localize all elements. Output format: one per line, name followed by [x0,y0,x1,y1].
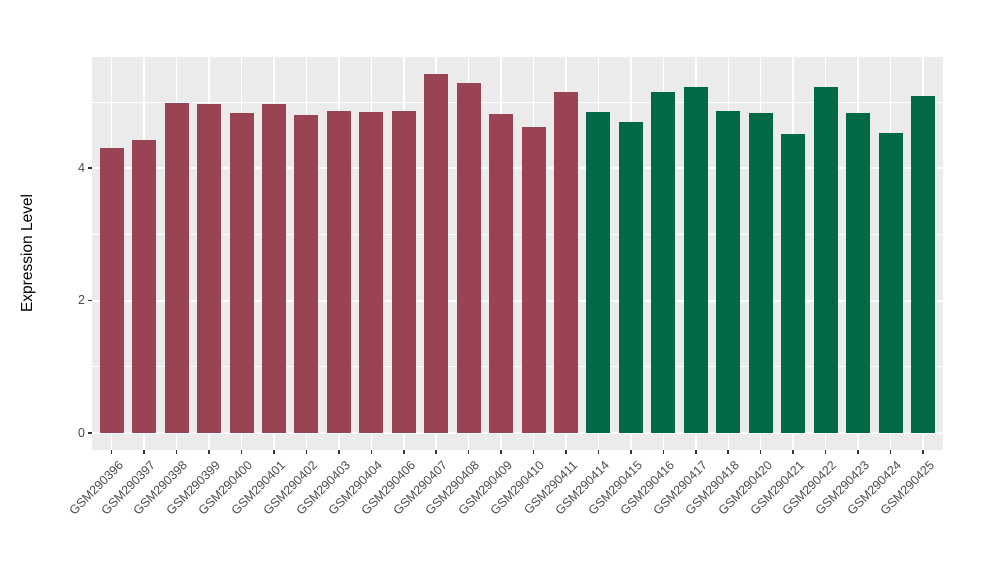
x-tick-GSM290406 [402,450,405,454]
bar-GSM290396 [99,147,124,433]
gridline-minor-y5 [92,101,943,103]
gridline-major-y0 [92,432,943,434]
bar-GSM290411 [554,92,578,433]
gridline-minor-y1 [92,366,943,368]
bar-GSM290407 [424,74,449,433]
bar-GSM290397 [132,140,157,433]
x-tick-GSM290421 [792,450,794,454]
x-tick-GSM290420 [759,450,762,454]
y-tick-0 [88,432,92,434]
bar-GSM290422 [813,87,838,433]
bar-GSM290399 [197,103,222,433]
bar-GSM290406 [391,110,416,433]
x-tick-GSM290401 [273,450,275,454]
gridline-major-y4 [92,167,943,170]
bar-GSM290423 [846,113,871,433]
y-axis-title: Expression Level [19,193,36,312]
x-tick-GSM290422 [824,450,827,454]
x-tick-GSM290410 [532,450,535,454]
bar-GSM290418 [716,110,741,433]
bar-GSM290416 [651,92,676,433]
y-tick-2 [88,299,92,302]
x-tick-GSM290411 [565,450,567,454]
x-tick-GSM290398 [175,450,178,454]
bar-GSM290421 [781,133,806,433]
bar-GSM290425 [910,96,935,433]
x-tick-GSM290418 [727,450,730,454]
x-tick-GSM290400 [240,450,243,454]
x-tick-GSM290402 [305,450,308,454]
x-tick-GSM290404 [370,450,373,454]
bar-GSM290403 [326,110,351,433]
x-tick-GSM290423 [857,450,859,454]
bar-GSM290420 [748,113,773,433]
bar-GSM290404 [359,111,384,433]
x-tick-GSM290414 [597,450,600,454]
x-tick-GSM290424 [889,450,892,454]
x-tick-label-text: GSM290425 [877,458,937,518]
plot-panel [92,57,943,450]
x-tick-GSM290408 [467,450,470,454]
x-tick-GSM290409 [500,450,502,454]
bar-GSM290400 [229,112,254,433]
x-tick-GSM290417 [695,450,697,454]
gridline-minor-y3 [92,233,943,235]
bar-GSM290415 [618,121,643,433]
y-tick-label-2: 2 [78,293,85,308]
bar-GSM290414 [586,111,611,433]
bar-GSM290410 [521,127,546,433]
x-tick-GSM290425 [922,450,924,454]
y-tick-label-4: 4 [78,160,85,175]
x-tick-GSM290407 [435,450,437,454]
x-tick-GSM290399 [208,450,210,454]
y-tick-label-0: 0 [78,425,85,440]
x-tick-GSM290403 [338,450,340,454]
bar-GSM290402 [294,115,319,433]
gridline-major-y2 [92,299,943,302]
bar-GSM290417 [683,86,708,433]
x-tick-GSM290397 [143,450,145,454]
bar-GSM290401 [261,103,286,433]
y-tick-4 [88,167,92,169]
x-tick-label-GSM290425: GSM290425 [767,456,937,518]
bar-GSM290408 [456,82,481,433]
x-tick-GSM290416 [662,450,665,454]
x-tick-GSM290415 [630,450,632,454]
x-tick-GSM290396 [110,450,113,454]
bar-GSM290409 [489,113,514,433]
bar-GSM290398 [164,103,189,433]
bar-GSM290424 [878,133,903,433]
